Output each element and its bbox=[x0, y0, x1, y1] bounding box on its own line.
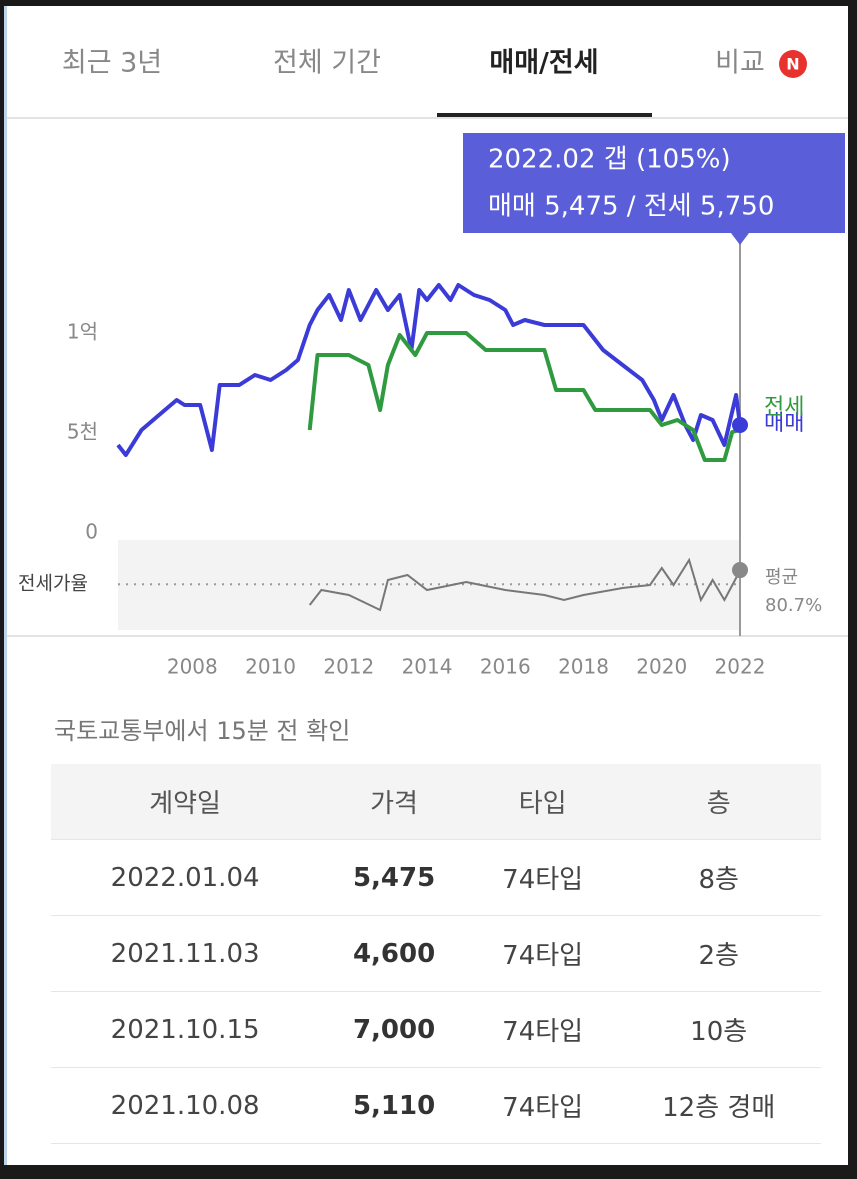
table-cell: 8층 bbox=[616, 839, 821, 916]
table-cell: 10층 bbox=[616, 991, 821, 1068]
tooltip-box bbox=[463, 133, 845, 233]
series-line bbox=[116, 283, 742, 457]
table-cell: 12층 경매 bbox=[616, 1067, 821, 1144]
y-tick-label: 0 bbox=[85, 520, 98, 544]
table-cell: 5,475 bbox=[319, 839, 469, 916]
x-tick-label: 2014 bbox=[402, 655, 453, 679]
tab[interactable]: 전체 기간 bbox=[273, 48, 381, 79]
tab[interactable]: 최근 3년 bbox=[62, 48, 162, 79]
end-dot bbox=[732, 417, 748, 433]
tab-badge-text: N bbox=[786, 55, 799, 74]
table-cell: 2층 bbox=[616, 915, 821, 992]
x-tick-label: 2010 bbox=[245, 655, 296, 679]
x-tick-label: 2016 bbox=[480, 655, 531, 679]
table-row[interactable]: 2021.09.065,40074타입10층 경매 bbox=[51, 1143, 821, 1165]
ratio-end-dot bbox=[732, 562, 748, 579]
tooltip-detail: 매매 5,475 / 전세 5,750 bbox=[488, 192, 774, 222]
table-row[interactable]: 2021.10.08 5,110 74타입 12층 경매 bbox=[51, 1067, 821, 1144]
tab[interactable]: 매매/전세 bbox=[489, 48, 598, 79]
chart: 2022.02 갭 (105%) 매매 5,475 / 전세 5,750 최근 … bbox=[7, 48, 848, 679]
table-cell: 4,600 bbox=[319, 915, 469, 992]
tooltip-pointer bbox=[731, 233, 749, 245]
column-header: 가격 bbox=[319, 764, 469, 840]
deal-table: 계약일 가격 타입 층 2022.01.04 5,475 74타입 8층 2021.11.03 4… bbox=[51, 764, 821, 1165]
column-header: 층 bbox=[616, 764, 821, 840]
column-header: 계약일 bbox=[51, 764, 320, 840]
x-tick-label: 2020 bbox=[636, 655, 687, 679]
table-cell: 2022.01.04 bbox=[51, 839, 320, 916]
x-tick-label: 2022 bbox=[715, 655, 766, 679]
source-note: 국토교통부에서 15분 전 확인 bbox=[54, 717, 351, 745]
table-cell: 2021.09.06 bbox=[51, 1143, 320, 1165]
table-header: 계약일 가격 타입 층 bbox=[51, 764, 821, 840]
x-tick-label: 2008 bbox=[167, 655, 218, 679]
table-cell: 74타입 bbox=[468, 915, 617, 992]
table-cell: 74타입 bbox=[468, 839, 617, 916]
table-cell: 2021.10.15 bbox=[51, 991, 320, 1068]
table-cell: 5,110 bbox=[319, 1067, 469, 1144]
tab-badge bbox=[779, 50, 807, 78]
average-name: 평균 bbox=[765, 567, 798, 588]
table-cell: 7,000 bbox=[319, 991, 469, 1068]
app-frame: 2022.02 갭 (105%) 매매 5,475 / 전세 5,750 최근 … bbox=[4, 6, 848, 1165]
ratio-line bbox=[308, 557, 741, 612]
average-label: 80.7% bbox=[765, 595, 822, 616]
table-cell: 74타입 bbox=[468, 991, 617, 1068]
ratio-panel bbox=[118, 540, 740, 630]
table-cell: 10층 경매 bbox=[616, 1143, 821, 1165]
table-row[interactable]: 2022.01.04 5,475 74타입 8층 bbox=[51, 839, 821, 916]
x-tick-label: 2018 bbox=[558, 655, 609, 679]
table-cell: 5,400 bbox=[319, 1143, 469, 1165]
tab[interactable]: 비교 bbox=[715, 48, 765, 79]
y-tick-label: 5천 bbox=[67, 420, 98, 444]
x-tick-label: 2012 bbox=[323, 655, 374, 679]
active-tab-underline bbox=[437, 113, 652, 117]
series-line bbox=[307, 331, 741, 462]
tooltip-title: 2022.02 갭 (105%) bbox=[488, 145, 731, 175]
ratio-label: 전세가율 bbox=[18, 573, 88, 595]
table-cell: 74타입 bbox=[468, 1143, 617, 1165]
table-cell: 2021.10.08 bbox=[51, 1067, 320, 1144]
legend-label: 매매 bbox=[764, 411, 804, 436]
y-tick-label: 1억 bbox=[67, 320, 98, 344]
table-row[interactable]: 2021.10.15 7,000 74타입 10층 bbox=[51, 991, 821, 1068]
column-header: 타입 bbox=[468, 764, 617, 840]
legend-label: 전세 bbox=[764, 395, 804, 420]
table-cell: 74타입 bbox=[468, 1067, 617, 1144]
table-cell: 2021.11.03 bbox=[51, 915, 320, 992]
table-row[interactable]: 2021.11.03 4,600 74타입 2층 bbox=[51, 915, 821, 992]
